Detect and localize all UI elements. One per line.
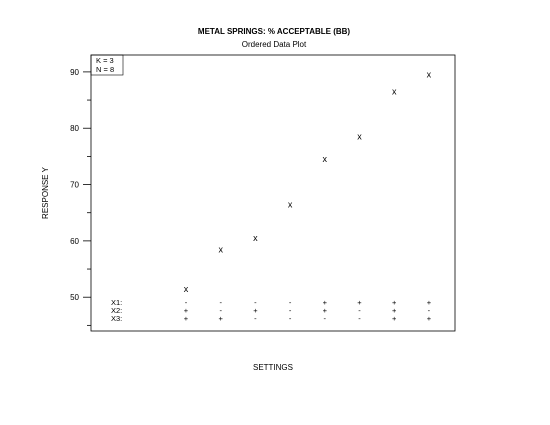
setting-sign: - [219, 306, 222, 315]
data-point: x [392, 87, 397, 97]
chart-subtitle: Ordered Data Plot [242, 40, 307, 49]
annotation-k: K = 3 [96, 56, 114, 65]
setting-sign: + [392, 298, 397, 307]
x-axis-label: SETTINGS [253, 363, 293, 372]
setting-sign: - [185, 298, 188, 307]
annotation-n: N = 8 [96, 65, 114, 74]
data-point: x [253, 233, 258, 243]
y-tick-label: 80 [70, 124, 79, 133]
setting-sign: + [184, 314, 189, 323]
y-axis: 50 60 70 80 90 [70, 68, 91, 326]
setting-sign: + [323, 298, 328, 307]
y-tick-label: 60 [70, 237, 79, 246]
setting-sign: + [427, 314, 432, 323]
data-point: x [323, 154, 328, 164]
data-point: x [427, 70, 432, 80]
data-point: x [184, 284, 189, 294]
setting-sign: - [324, 314, 327, 323]
setting-sign: + [323, 306, 328, 315]
y-tick-label: 50 [70, 293, 79, 302]
setting-sign: + [427, 298, 432, 307]
plot-frame [90, 54, 456, 332]
annotation-box [90, 54, 124, 76]
setting-sign: - [358, 306, 361, 315]
data-point: x [288, 199, 293, 209]
y-tick-label: 70 [70, 181, 79, 190]
setting-sign: + [392, 314, 397, 323]
factor-label: X2: [111, 306, 122, 315]
y-axis-label: RESPONSE Y [41, 166, 50, 219]
setting-sign: - [289, 298, 292, 307]
setting-sign: - [289, 306, 292, 315]
setting-sign: + [357, 298, 362, 307]
factor-label: X1: [111, 298, 122, 307]
setting-sign: + [184, 306, 189, 315]
setting-sign: + [392, 306, 397, 315]
factor-label: X3: [111, 314, 122, 323]
data-point: x [357, 132, 362, 142]
setting-sign: - [219, 298, 222, 307]
data-points: x x x x x x x x [184, 70, 432, 294]
data-point: x [218, 244, 223, 254]
setting-sign: - [428, 306, 431, 315]
setting-sign: - [289, 314, 292, 323]
setting-sign: - [254, 314, 257, 323]
y-tick-label: 90 [70, 68, 79, 77]
setting-sign: + [219, 314, 224, 323]
setting-sign: + [253, 306, 258, 315]
setting-sign: - [254, 298, 257, 307]
chart-title: METAL SPRINGS: % ACCEPTABLE (BB) [198, 27, 350, 36]
setting-sign: - [358, 314, 361, 323]
settings-table: X1: - - - - + + + +X2: + - + - + - + -X3: + + - - - - + + [111, 298, 432, 323]
